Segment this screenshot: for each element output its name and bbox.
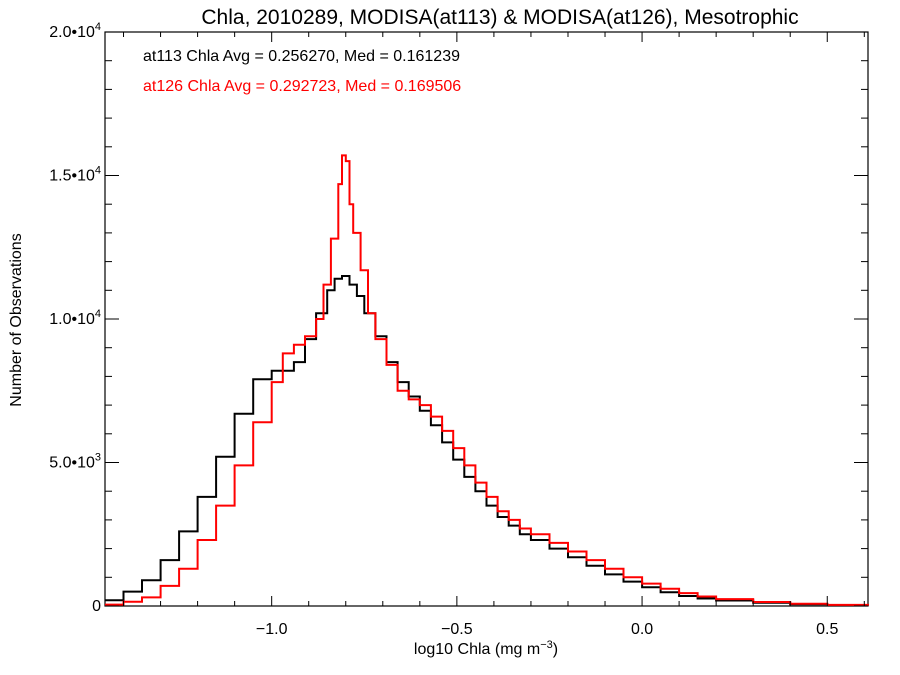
annotation-at113-stats: at113 Chla Avg = 0.256270, Med = 0.16123… [143,48,460,65]
y-axis-label: Number of Observations [8,233,25,406]
x-axis-label-main: log10 Chla (mg m [414,641,540,658]
y-tick-label: 0 [92,598,101,615]
x-axis-label-exponent: −3 [540,639,553,651]
y-tick-label: 5.0•103 [49,452,101,472]
annotation-at126-stats: at126 Chla Avg = 0.292723, Med = 0.16950… [143,78,461,95]
y-tick-label: 2.0•104 [49,21,101,41]
x-axis-label: log10 Chla (mg m−3) [414,639,558,658]
histogram-series-0 [105,275,869,607]
x-tick-label: 0.0 [631,621,653,638]
chart-title: Chla, 2010289, MODISA(at113) & MODISA(at… [201,6,798,29]
x-tick-label: −1.0 [256,621,288,638]
series-layer [105,154,869,607]
y-tick-label: 1.5•104 [49,165,101,185]
x-axis-label-suffix: ) [553,641,558,658]
y-tick-label: 1.0•104 [49,308,101,328]
histogram-series-1 [105,154,869,606]
plot-frame [104,31,869,607]
y-axis-ticks: 0 5.0•103 1.0•104 1.5•104 2.0•104 [49,21,868,615]
x-axis-ticks: −1.0 −0.5 0.0 0.5 [123,32,865,638]
x-tick-label: 0.5 [816,621,838,638]
x-tick-label: −0.5 [441,621,473,638]
